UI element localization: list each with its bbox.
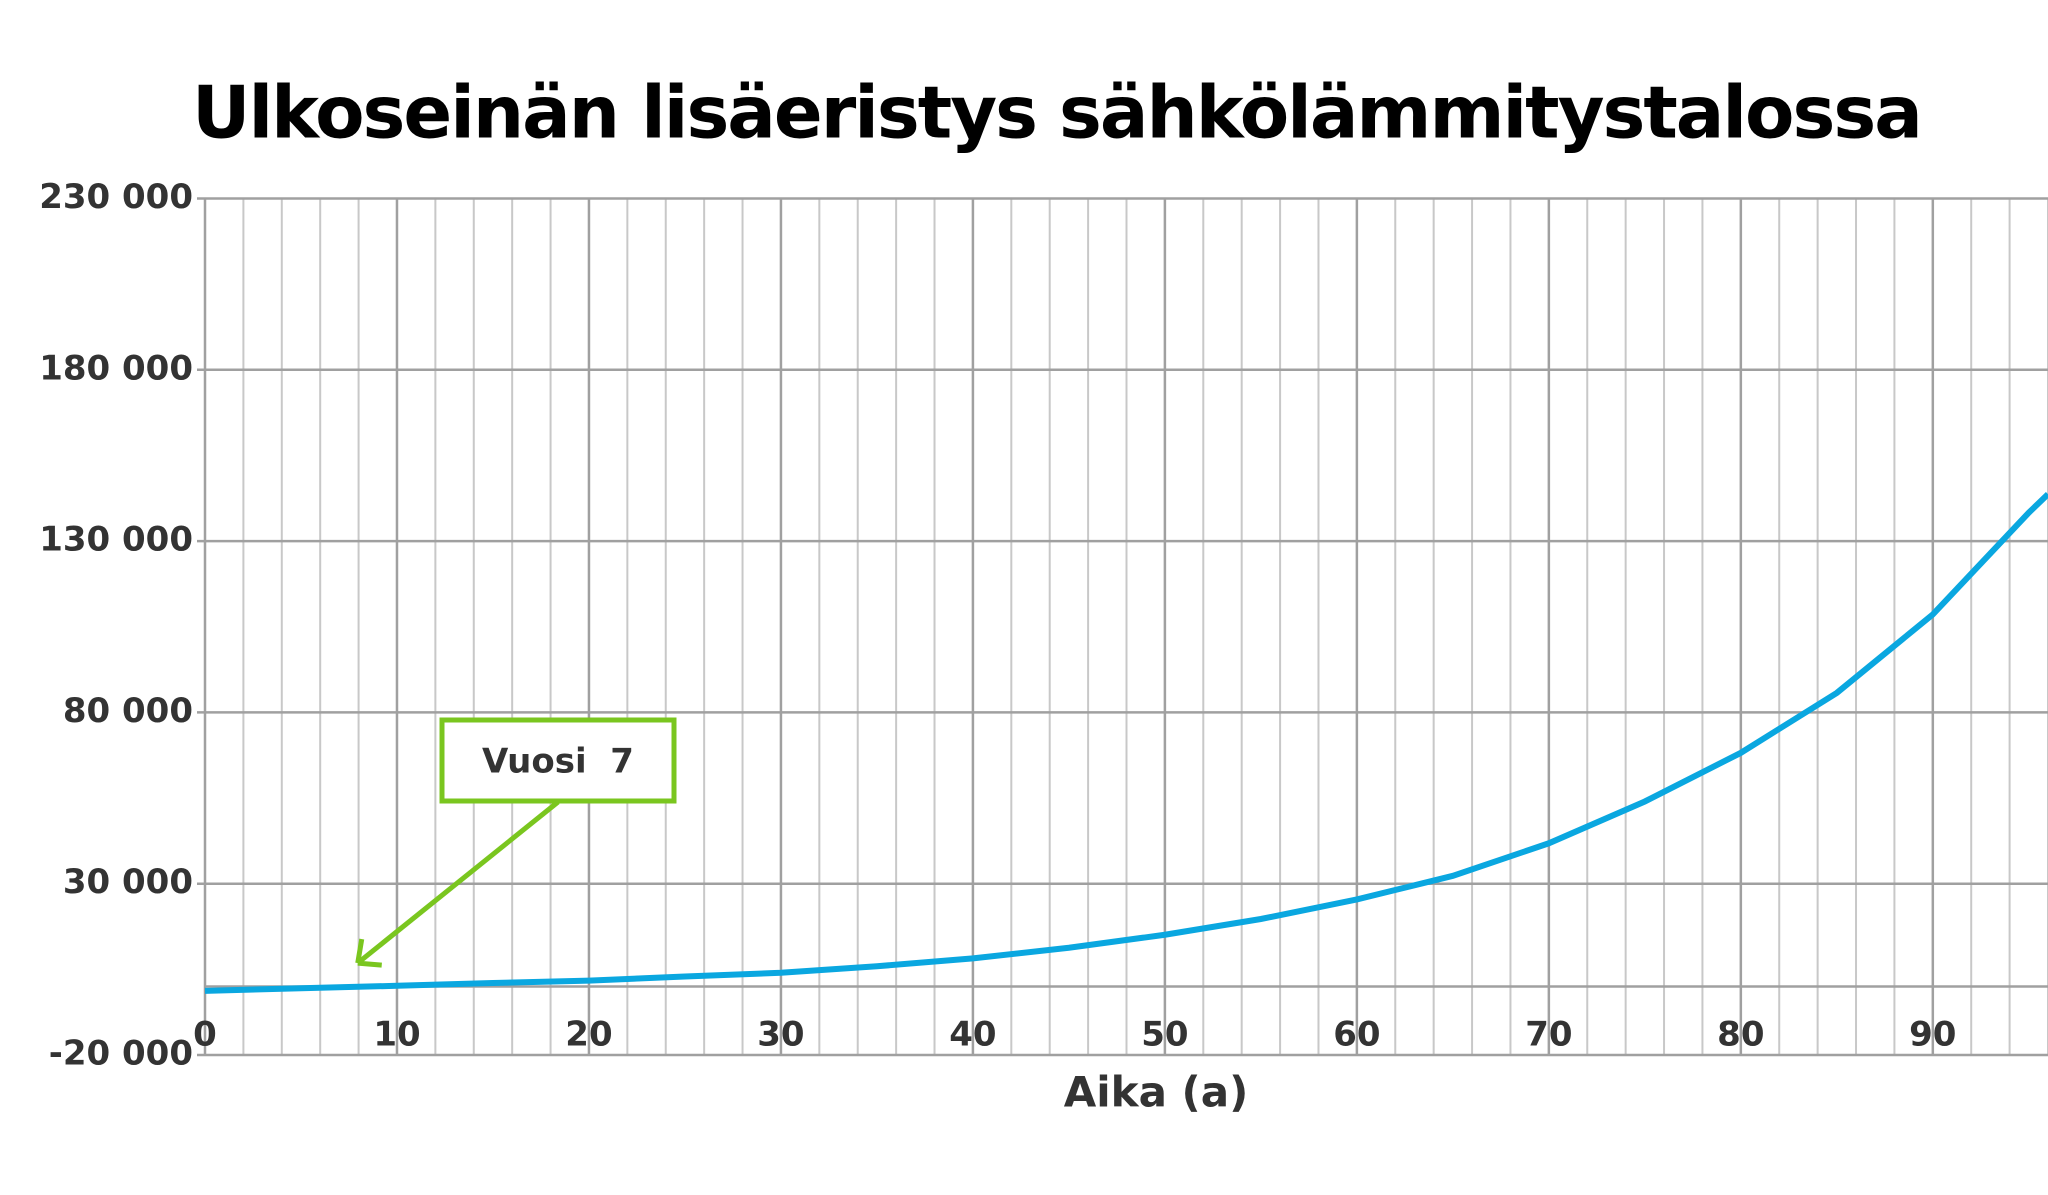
chart-title: Ulkoseinän lisäeristys sähkölämmitystalo…	[192, 71, 1921, 155]
x-tick-label: 80	[1717, 1015, 1764, 1055]
x-tick-label: 20	[565, 1015, 612, 1055]
annotation-arrowhead	[355, 938, 382, 968]
x-tick-label: 30	[757, 1015, 804, 1055]
x-tick-label: 40	[949, 1015, 996, 1055]
y-tick-label: -20 000	[49, 1034, 193, 1074]
annotation-box	[439, 717, 677, 804]
y-tick-label: 230 000	[39, 177, 193, 217]
x-tick-label: 60	[1333, 1015, 1380, 1055]
annotation-arrow	[356, 800, 560, 966]
annotation-text: Vuosi 7	[482, 742, 634, 782]
x-tick-label: 0	[193, 1015, 217, 1055]
x-axis-label: Aika (a)	[1064, 1068, 1249, 1117]
y-tick-label: 80 000	[63, 691, 193, 731]
x-tick-label: 70	[1525, 1015, 1572, 1055]
x-tick-label: 10	[373, 1015, 420, 1055]
y-tick-label: 30 000	[63, 862, 193, 902]
x-tick-label: 50	[1141, 1015, 1188, 1055]
data-line	[204, 492, 2048, 994]
x-tick-label: 90	[1909, 1015, 1956, 1055]
y-tick-label: 180 000	[39, 348, 193, 388]
y-tick-label: 130 000	[39, 520, 193, 560]
